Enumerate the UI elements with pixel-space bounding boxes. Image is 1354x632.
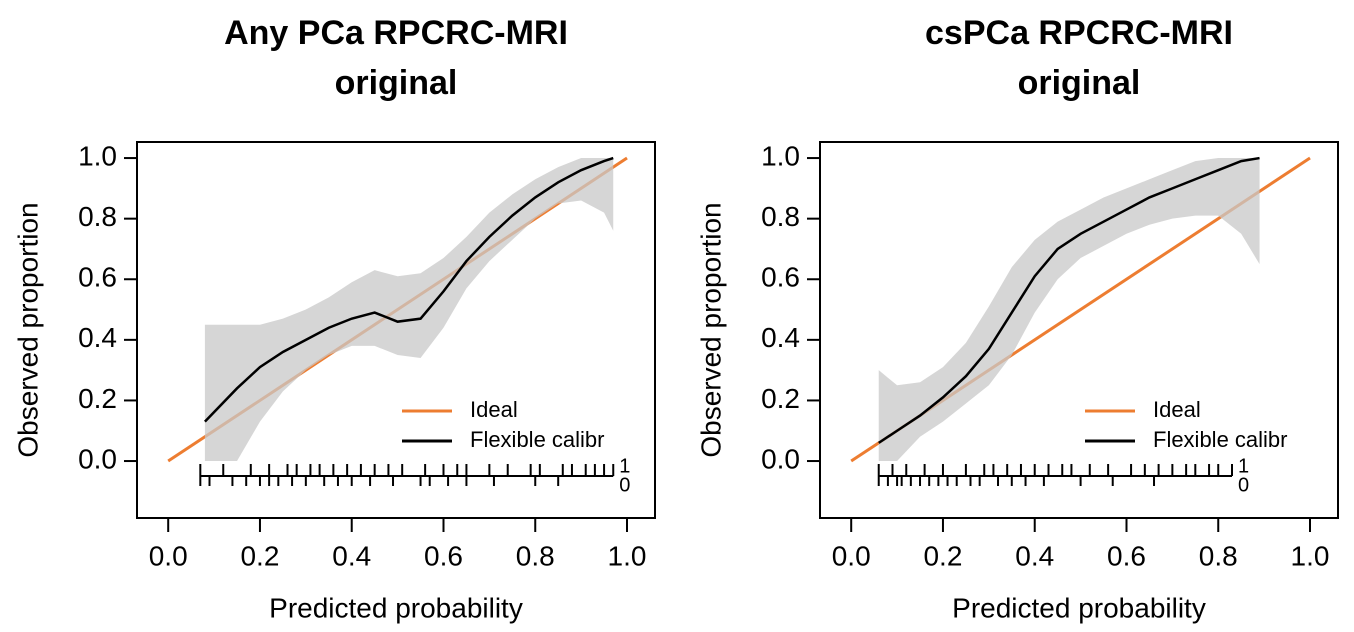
x-tick-label: 0.4	[332, 540, 371, 571]
calibration-curve	[878, 156, 1260, 444]
x-tick-label: 0.2	[923, 540, 962, 571]
x-tick-label: 0.8	[516, 540, 555, 571]
y-tick-label: 0.6	[78, 262, 117, 293]
confidence-band	[878, 158, 1260, 462]
x-axis-label: Predicted probability	[952, 592, 1206, 623]
x-tick-label: 0.6	[424, 540, 463, 571]
legend-label: Flexible calibr	[470, 427, 605, 452]
legend-label: Flexible calibr	[1153, 427, 1288, 452]
rug-label: 0	[619, 474, 630, 496]
chart-title: csPCa RPCRC-MRI	[925, 14, 1233, 52]
y-axis-label: Observed proportion	[12, 202, 43, 457]
y-tick-label: 0.2	[761, 383, 800, 414]
x-tick-label: 0.8	[1199, 540, 1238, 571]
x-tick-label: 0.6	[1107, 540, 1146, 571]
rug-label: 0	[1238, 474, 1249, 496]
rug-label: 1	[1238, 455, 1249, 477]
legend-label: Ideal	[1153, 397, 1201, 422]
legend-label: Ideal	[470, 397, 518, 422]
chart-title: original	[1018, 64, 1141, 102]
plot-frame	[819, 141, 1339, 519]
x-tick-label: 0.0	[149, 540, 188, 571]
chart-title: Any PCa RPCRC-MRI	[224, 14, 568, 52]
y-tick-label: 0.8	[78, 201, 117, 232]
y-tick-label: 1.0	[761, 140, 800, 171]
x-tick-label: 0.2	[240, 540, 279, 571]
y-tick-label: 1.0	[78, 140, 117, 171]
x-tick-label: 0.4	[1015, 540, 1054, 571]
chart-title: original	[335, 64, 458, 102]
y-tick-label: 0.4	[78, 322, 117, 353]
rug-label: 1	[619, 455, 630, 477]
y-tick-label: 0.4	[761, 322, 800, 353]
calibration-curve	[204, 156, 614, 423]
y-tick-label: 0.8	[761, 201, 800, 232]
y-tick-label: 0.6	[761, 262, 800, 293]
y-axis-label: Observed proportion	[695, 202, 726, 457]
y-tick-label: 0.0	[761, 443, 800, 474]
y-tick-label: 0.2	[78, 383, 117, 414]
confidence-band	[204, 158, 614, 462]
x-tick-label: 1.0	[1291, 540, 1330, 571]
plot-frame	[136, 141, 656, 519]
x-axis-label: Predicted probability	[269, 592, 523, 623]
x-tick-label: 0.0	[832, 540, 871, 571]
y-tick-label: 0.0	[78, 443, 117, 474]
x-tick-label: 1.0	[608, 540, 647, 571]
